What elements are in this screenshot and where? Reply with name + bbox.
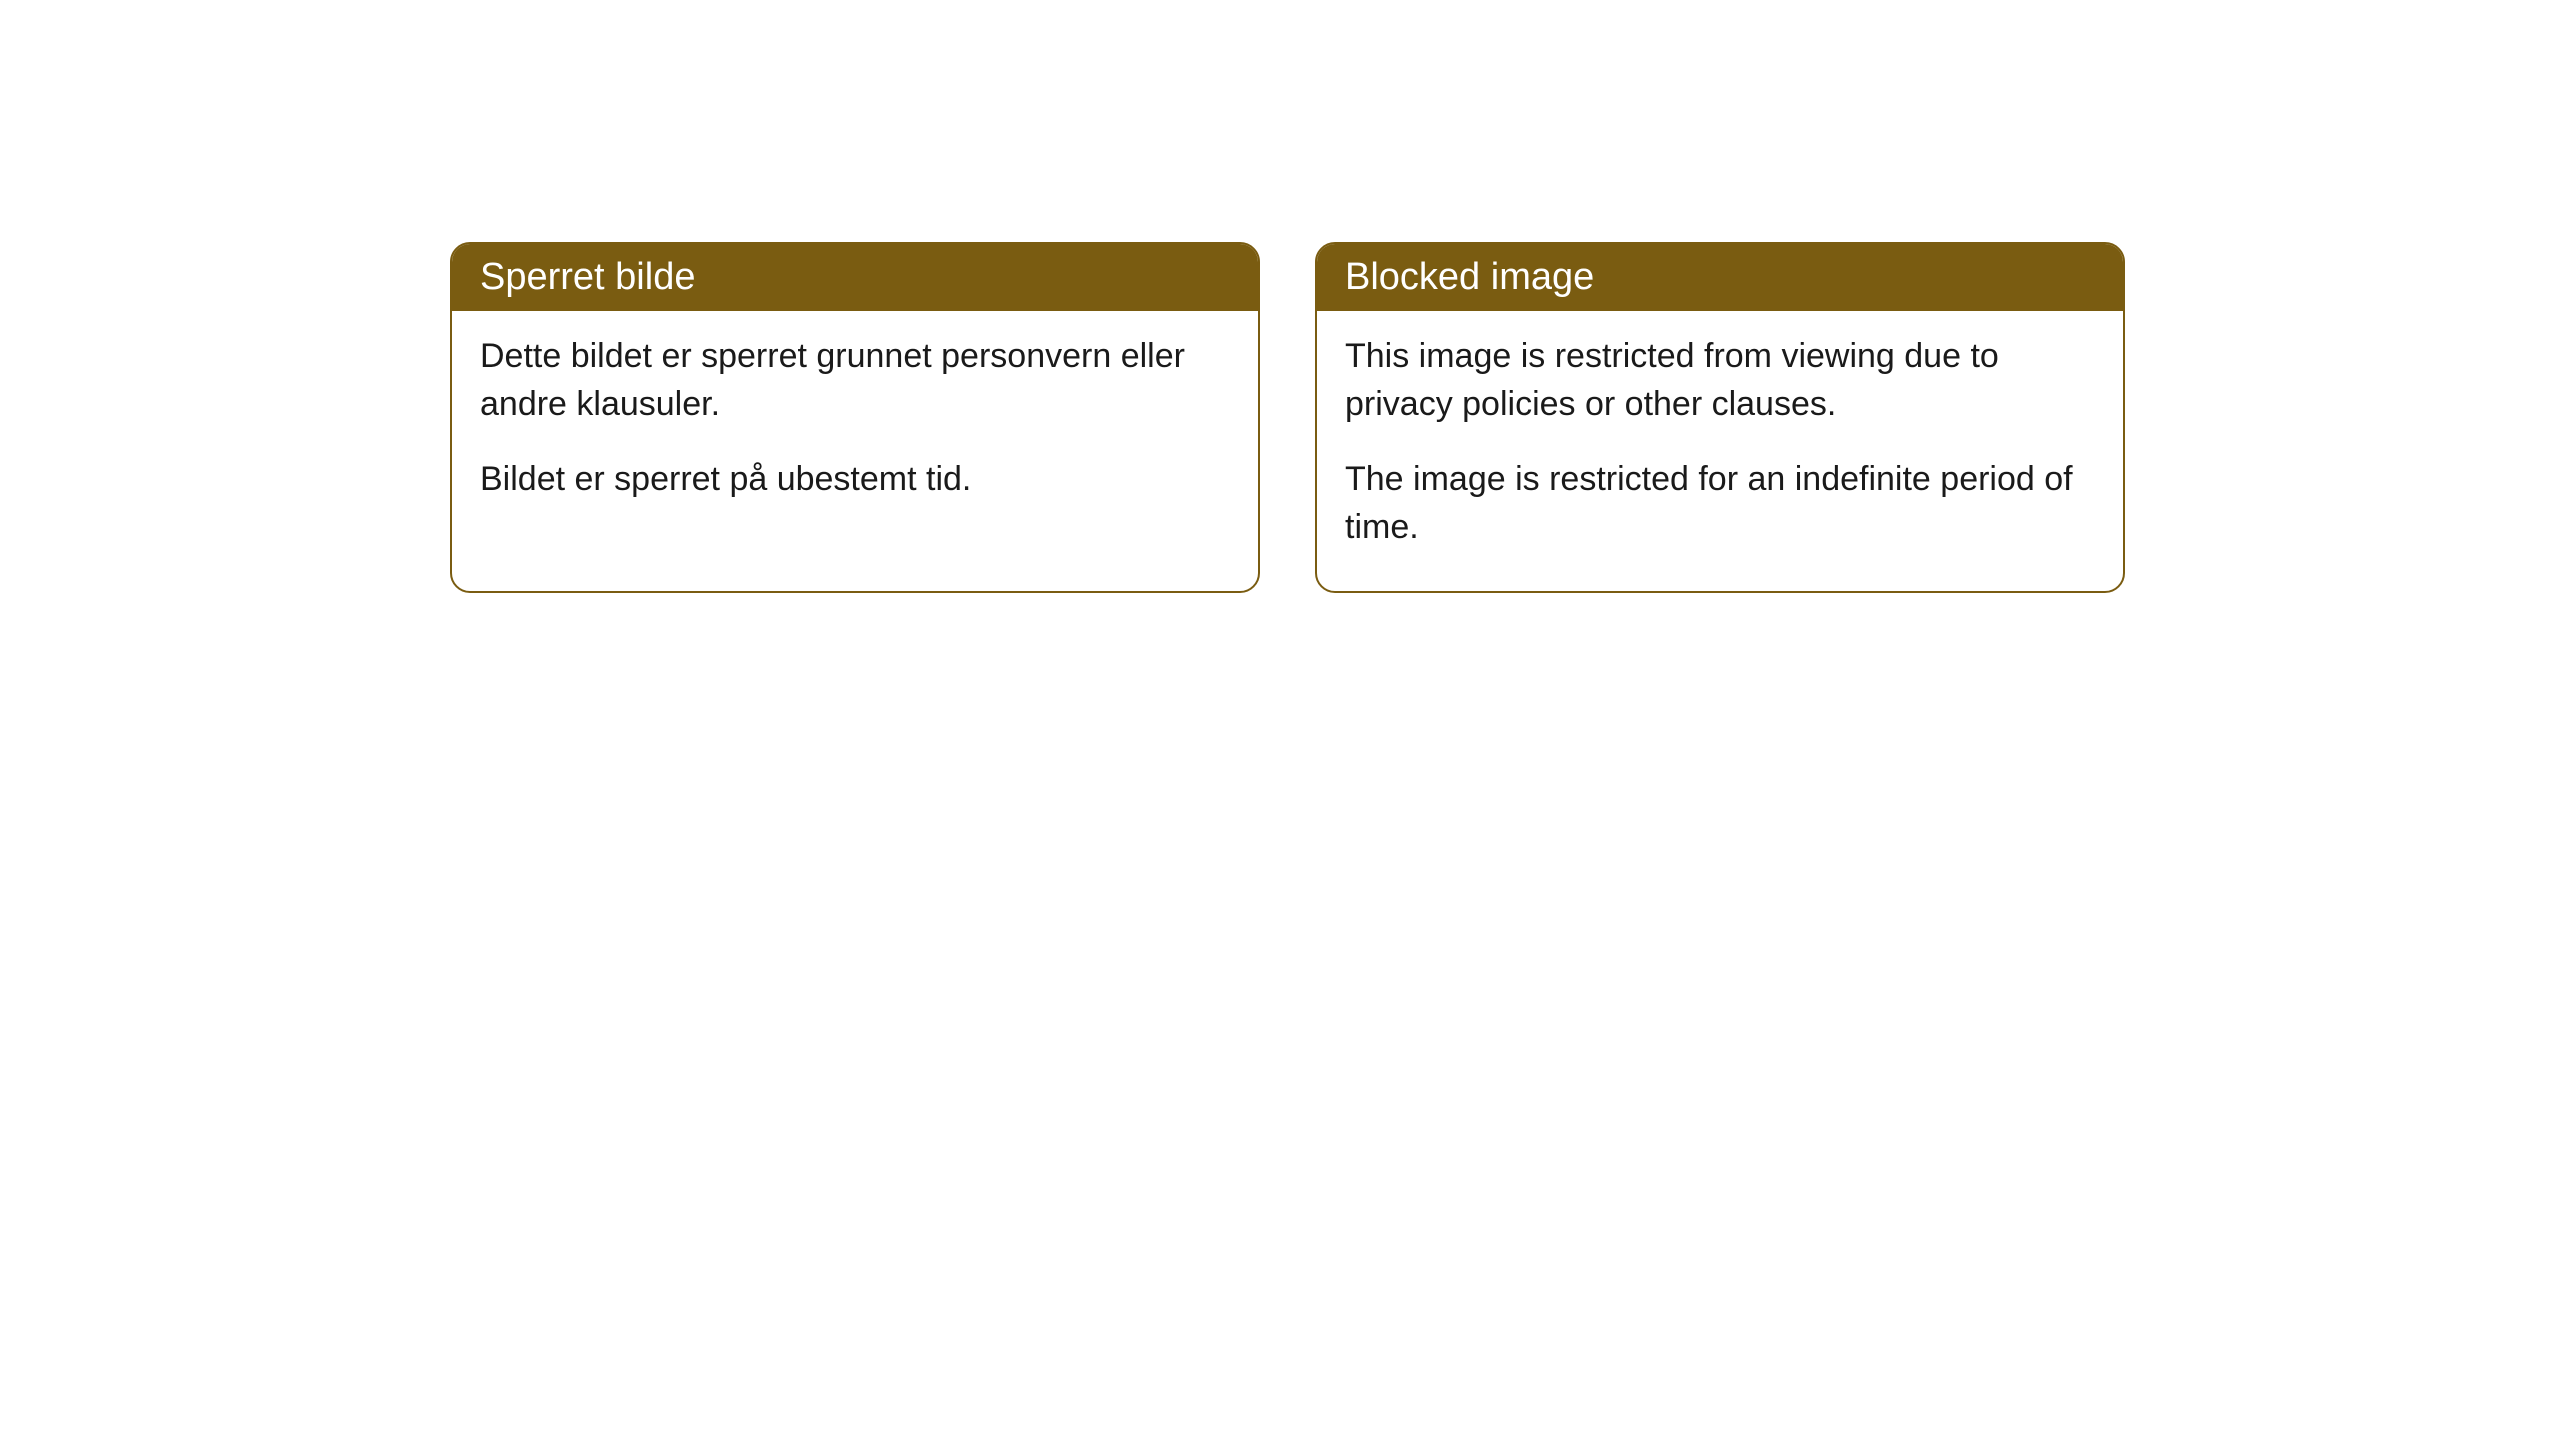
card-header-english: Blocked image xyxy=(1317,244,2123,311)
card-paragraph-1-norwegian: Dette bildet er sperret grunnet personve… xyxy=(480,333,1230,428)
card-paragraph-1-english: This image is restricted from viewing du… xyxy=(1345,333,2095,428)
card-paragraph-2-norwegian: Bildet er sperret på ubestemt tid. xyxy=(480,456,1230,504)
card-body-english: This image is restricted from viewing du… xyxy=(1317,311,2123,591)
cards-container: Sperret bilde Dette bildet er sperret gr… xyxy=(450,242,2125,593)
card-body-norwegian: Dette bildet er sperret grunnet personve… xyxy=(452,311,1258,544)
blocked-image-card-norwegian: Sperret bilde Dette bildet er sperret gr… xyxy=(450,242,1260,593)
blocked-image-card-english: Blocked image This image is restricted f… xyxy=(1315,242,2125,593)
card-paragraph-2-english: The image is restricted for an indefinit… xyxy=(1345,456,2095,551)
card-header-norwegian: Sperret bilde xyxy=(452,244,1258,311)
